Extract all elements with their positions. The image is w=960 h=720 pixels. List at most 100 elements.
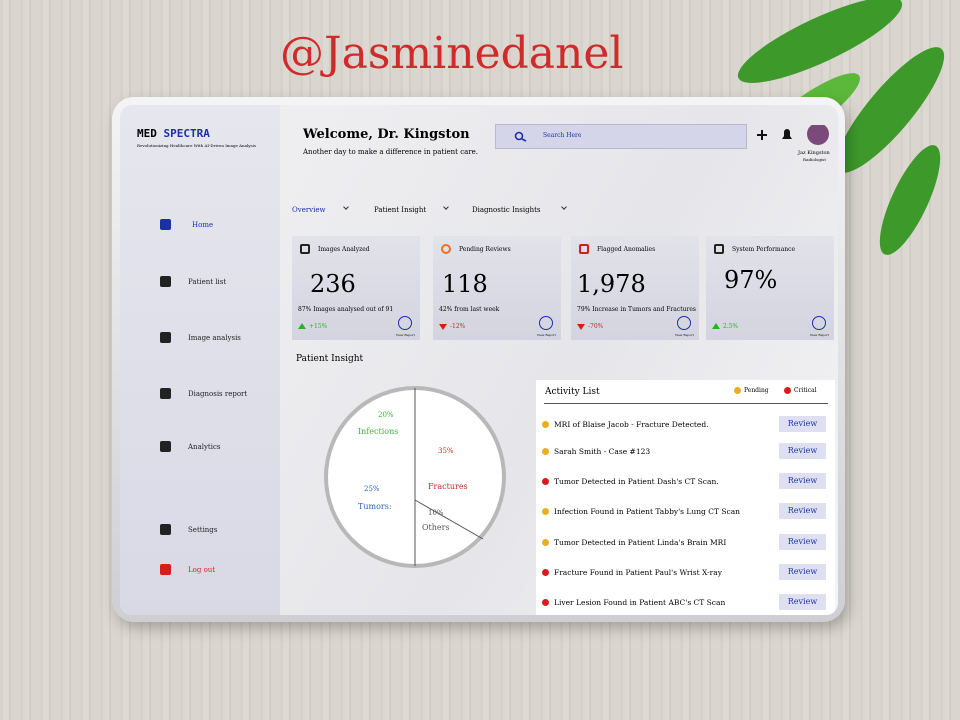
review-button[interactable]: Review bbox=[779, 473, 826, 489]
slice-label: Fractures bbox=[428, 482, 468, 491]
report-button[interactable] bbox=[812, 316, 826, 330]
slice-value: 10% bbox=[428, 509, 444, 517]
review-button[interactable]: Review bbox=[779, 443, 826, 459]
review-button[interactable]: Review bbox=[779, 503, 826, 519]
tab[interactable]: Overview bbox=[292, 206, 326, 214]
review-button[interactable]: Review bbox=[779, 594, 826, 610]
nav-item[interactable]: Log out bbox=[188, 566, 216, 574]
stat-card: System Performance 97% 2.5% View Report bbox=[706, 236, 834, 340]
activity-text: Tumor Detected in Patient Dash's CT Scan… bbox=[554, 477, 719, 486]
card-title: Images Analyzed bbox=[318, 246, 370, 253]
card-value: 1,978 bbox=[577, 270, 646, 298]
icon bbox=[160, 441, 171, 452]
card-value: 236 bbox=[310, 270, 356, 298]
nav-item[interactable]: Home bbox=[192, 221, 214, 229]
icon bbox=[160, 276, 171, 287]
review-button[interactable]: Review bbox=[779, 564, 826, 580]
slice-label: Tumors: bbox=[358, 502, 392, 511]
card-change: -12% bbox=[450, 323, 466, 330]
review-button[interactable]: Review bbox=[779, 416, 826, 432]
stat-card: Flagged Anomalies 1,978 79% Increase in Tu… bbox=[571, 236, 699, 340]
status-dot bbox=[542, 539, 549, 546]
status-dot bbox=[542, 421, 549, 428]
welcome: Welcome, Dr. Kingston bbox=[303, 127, 470, 142]
status-dot bbox=[542, 599, 549, 606]
nav-item[interactable]: Diagnosis report bbox=[188, 390, 248, 398]
card-title: Flagged Anomalies bbox=[597, 246, 656, 253]
sidebar: MED SPECTRA Revolutionizing Healthcare W… bbox=[120, 105, 280, 615]
card-icon bbox=[300, 244, 310, 254]
report-button[interactable] bbox=[398, 316, 412, 330]
icon bbox=[160, 524, 171, 535]
brand-b: SPECTRA bbox=[163, 127, 210, 140]
screen: MED SPECTRA Revolutionizing Healthcare W… bbox=[120, 105, 838, 615]
chevron bbox=[561, 204, 567, 210]
status-dot bbox=[542, 448, 549, 455]
card-change: +15% bbox=[309, 323, 328, 330]
tab[interactable]: Diagnostic Insights bbox=[472, 206, 541, 214]
search-icon bbox=[514, 131, 527, 142]
slice-value: 25% bbox=[364, 485, 380, 493]
user-name: Jaz Kingston bbox=[798, 150, 830, 156]
activity-text: MRI of Blaise Jacob - Fracture Detected. bbox=[554, 420, 709, 429]
tab[interactable]: Patient Insight bbox=[374, 206, 427, 214]
card-title: System Performance bbox=[732, 246, 796, 253]
watermark: @Jasminedanel bbox=[280, 28, 624, 79]
activity-title: Activity List bbox=[545, 387, 600, 397]
activity-text: Sarah Smith - Case #123 bbox=[554, 447, 651, 456]
card-note: 87% Images analysed out of 91 bbox=[298, 306, 394, 313]
divider bbox=[544, 403, 828, 404]
brand-a: MED bbox=[137, 127, 157, 140]
nav-item[interactable]: Patient list bbox=[188, 278, 227, 286]
chevron bbox=[343, 204, 349, 210]
card-change: -70% bbox=[588, 323, 604, 330]
review-button[interactable]: Review bbox=[779, 534, 826, 550]
subtitle: Another day to make a difference in pati… bbox=[303, 148, 479, 156]
card-icon bbox=[441, 244, 451, 254]
icon bbox=[160, 388, 171, 399]
trend-arrow bbox=[712, 323, 720, 329]
card-value: 97% bbox=[724, 266, 778, 294]
activity-text: Liver Lesion Found in Patient ABC's CT S… bbox=[554, 598, 726, 607]
status-dot bbox=[542, 478, 549, 485]
icon bbox=[160, 332, 171, 343]
tagline: Revolutionizing Healthcare With AI-Drive… bbox=[137, 143, 256, 148]
stat-card: Pending Reviews 118 42% from last week -12%… bbox=[433, 236, 561, 340]
trend-arrow bbox=[298, 323, 306, 329]
icon bbox=[160, 219, 171, 230]
card-icon bbox=[579, 244, 589, 254]
report-link[interactable]: View Report bbox=[396, 333, 415, 337]
stat-card: Images Analyzed 236 87% Images analysed ou… bbox=[292, 236, 420, 340]
search-bar[interactable]: Search Here bbox=[495, 124, 747, 149]
report-button[interactable] bbox=[677, 316, 691, 330]
status-dot bbox=[542, 508, 549, 515]
trend-arrow bbox=[577, 324, 585, 330]
report-link[interactable]: View Report bbox=[537, 333, 556, 337]
nav-item[interactable]: Analytics bbox=[188, 443, 221, 451]
legend-label: Pending bbox=[744, 387, 769, 394]
header-icons bbox=[757, 125, 829, 145]
card-value: 118 bbox=[442, 270, 488, 298]
legend-dot bbox=[734, 387, 741, 394]
chevron bbox=[443, 204, 449, 210]
activity-text: Tumor Detected in Patient Linda's Brain … bbox=[554, 538, 727, 547]
report-link[interactable]: View Report bbox=[810, 333, 829, 337]
activity-panel: Activity List Pending Critical MRI of Bla… bbox=[536, 380, 835, 615]
pie bbox=[324, 386, 506, 568]
icon bbox=[160, 564, 171, 575]
card-note: 79% Increase in Tumors and Fractures bbox=[577, 306, 697, 313]
nav-item[interactable]: Image analysis bbox=[188, 334, 241, 342]
slice-label: Infections bbox=[358, 427, 399, 436]
card-title: Pending Reviews bbox=[459, 246, 511, 253]
nav-item[interactable]: Settings bbox=[188, 526, 218, 534]
report-button[interactable] bbox=[539, 316, 553, 330]
legend-dot bbox=[784, 387, 791, 394]
activity-text: Infection Found in Patient Tabby's Lung … bbox=[554, 507, 740, 516]
search-placeholder: Search Here bbox=[543, 132, 582, 139]
slice-value: 20% bbox=[378, 411, 394, 419]
brand: MED SPECTRA bbox=[137, 127, 210, 140]
insight-title: Patient Insight bbox=[296, 354, 364, 364]
report-link[interactable]: View Report bbox=[675, 333, 694, 337]
slice-value: 35% bbox=[438, 447, 454, 455]
